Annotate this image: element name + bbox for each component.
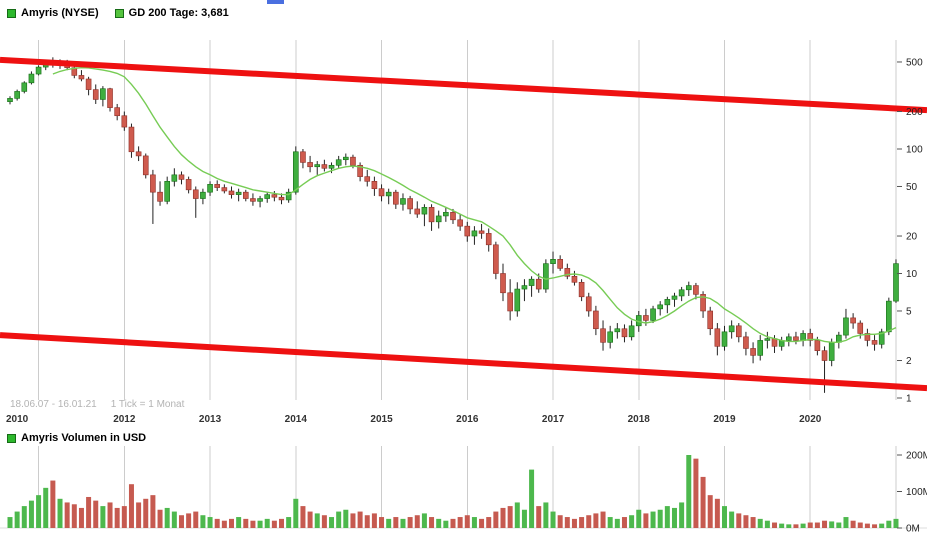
- trend-channel: [0, 56, 927, 392]
- svg-text:20: 20: [906, 232, 918, 243]
- svg-text:50: 50: [906, 182, 918, 193]
- svg-text:100: 100: [906, 145, 923, 156]
- svg-text:2016: 2016: [456, 414, 479, 425]
- ma-series-swatch-icon: [114, 8, 124, 18]
- volume-series-label: Amyris Volumen in USD: [21, 432, 147, 444]
- chart-range-info: 18.06.07 - 16.01.21 1 Tick = 1 Monat: [10, 399, 184, 410]
- svg-text:0M: 0M: [906, 524, 920, 535]
- svg-text:5: 5: [906, 306, 912, 317]
- legend-item-price: Amyris (NYSE): [7, 7, 99, 19]
- price-axis: 500 200 100 50 20 10 5 2 1: [897, 57, 923, 405]
- svg-text:500: 500: [906, 57, 923, 68]
- svg-text:100M: 100M: [906, 487, 927, 498]
- volume-legend: Amyris Volumen in USD: [7, 432, 146, 444]
- svg-text:2010: 2010: [6, 414, 29, 425]
- price-series-swatch-icon: [7, 8, 16, 18]
- ma200-line: [52, 66, 897, 343]
- svg-text:2020: 2020: [799, 414, 822, 425]
- price-series-label: Amyris (NYSE): [21, 7, 99, 19]
- svg-text:2019: 2019: [713, 414, 736, 425]
- chart-legend: Amyris (NYSE) GD 200 Tage: 3,681: [7, 7, 229, 19]
- svg-text:2018: 2018: [628, 414, 651, 425]
- time-axis: 2010 2012 2013 2014 2015 2016 2017 2018 2019 2020: [6, 414, 822, 425]
- svg-text:2012: 2012: [113, 414, 136, 425]
- svg-text:2: 2: [906, 356, 912, 367]
- svg-text:10: 10: [906, 269, 918, 280]
- svg-text:2017: 2017: [542, 414, 565, 425]
- ma-series-label: GD 200 Tage: 3,681: [128, 7, 229, 19]
- legend-item-ma: GD 200 Tage: 3,681: [114, 7, 229, 19]
- volume-bars: [7, 455, 899, 528]
- top-blue-artifact: [267, 0, 284, 4]
- svg-text:2013: 2013: [199, 414, 222, 425]
- year-gridlines: [0, 40, 927, 529]
- svg-text:1: 1: [906, 394, 912, 405]
- date-range-text: 18.06.07 - 16.01.21: [10, 399, 97, 410]
- svg-text:200M: 200M: [906, 451, 927, 462]
- svg-text:200: 200: [906, 107, 923, 118]
- svg-text:2014: 2014: [285, 414, 308, 425]
- tick-interval-text: 1 Tick = 1 Monat: [110, 399, 185, 410]
- volume-axis: 200M 100M 0M: [897, 451, 927, 535]
- svg-text:2015: 2015: [370, 414, 393, 425]
- volume-series-swatch-icon: [7, 433, 16, 443]
